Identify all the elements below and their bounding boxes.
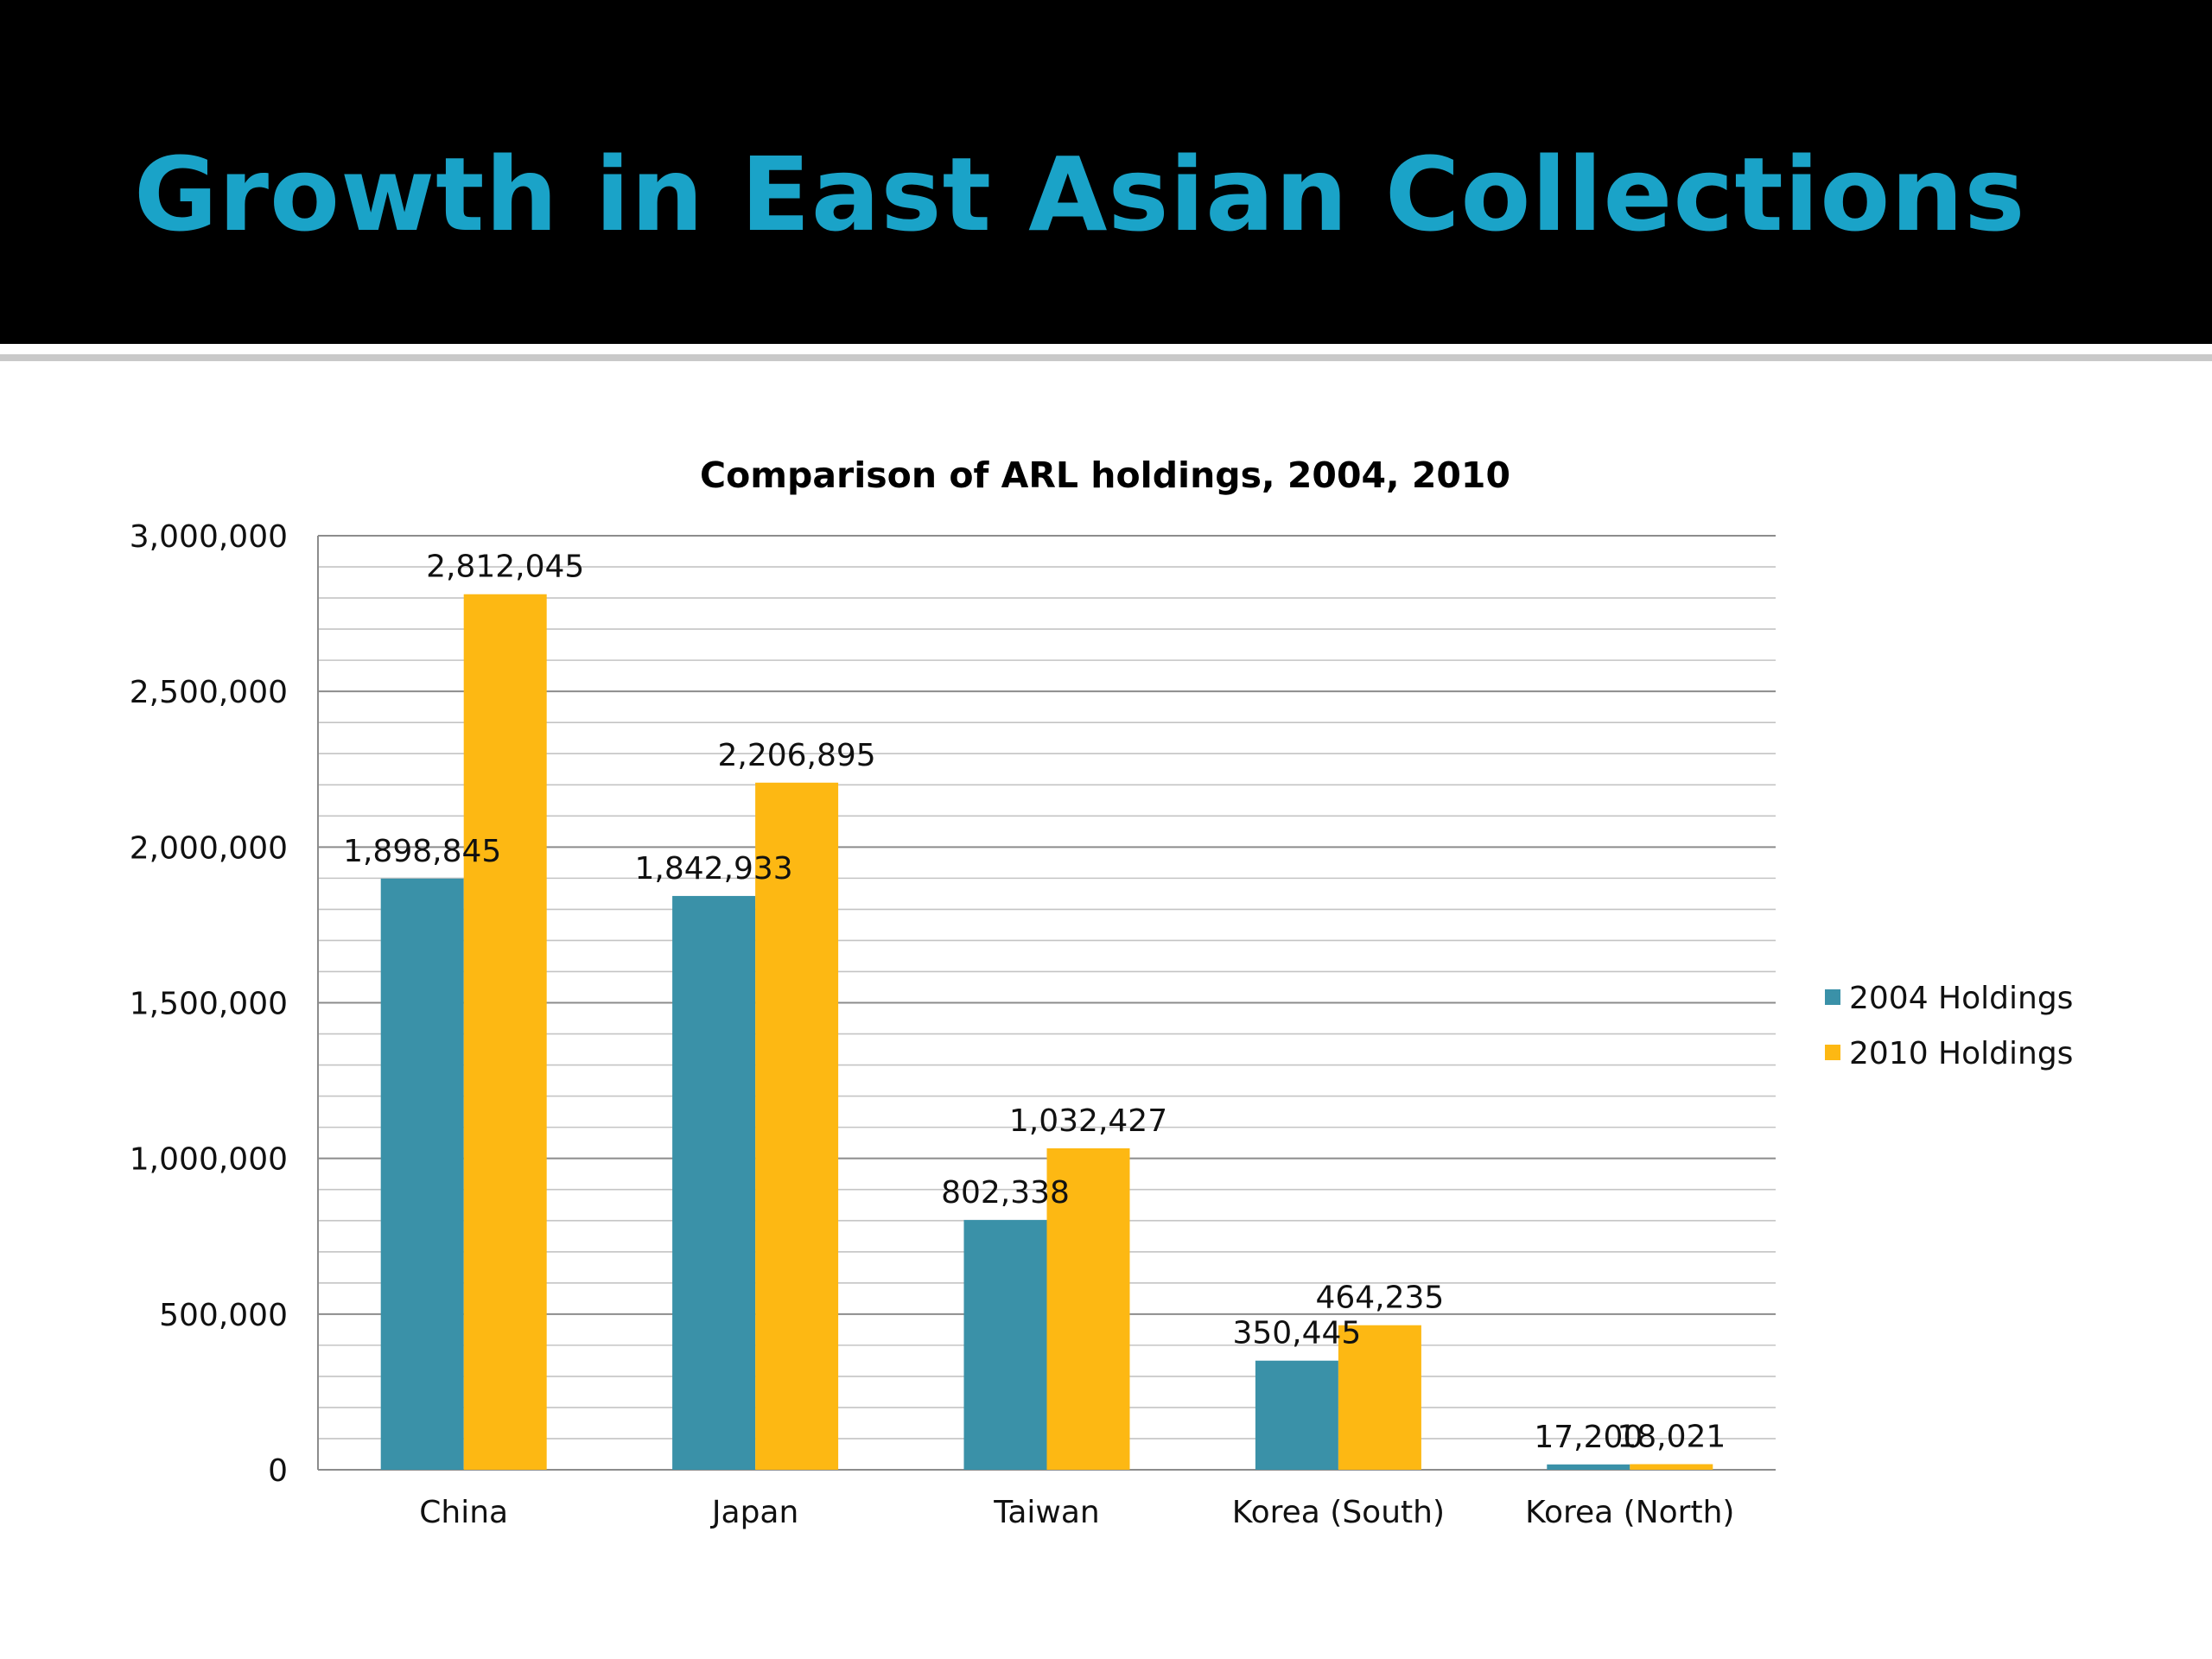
bars [380,594,1713,1470]
x-category-label: Korea (North) [1525,1495,1734,1530]
legend: 2004 Holdings 2010 Holdings [1825,981,2073,1071]
bar-2004 [1547,1464,1630,1470]
data-label: 802,338 [941,1175,1070,1211]
header-divider-shadow [0,354,2212,361]
slide-title: Growth in East Asian Collections [134,135,2026,254]
legend-label: 2004 Holdings [1849,981,2073,1016]
bar-2004 [672,895,756,1470]
legend-label: 2010 Holdings [1849,1036,2073,1071]
data-label: 17,200 [1534,1420,1643,1455]
bar-2010 [463,594,547,1470]
chart-title: Comparison of ARL holdings, 2004, 2010 [700,454,1510,496]
y-tick-label: 0 [268,1453,288,1489]
data-label: 1,842,933 [634,851,792,887]
y-tick-label: 500,000 [159,1298,288,1333]
x-category-label: China [419,1495,508,1530]
y-tick-label: 3,000,000 [130,519,288,555]
bar-2004 [1255,1360,1338,1470]
data-label: 1,032,427 [1009,1103,1167,1139]
data-label: 2,812,045 [426,550,584,585]
y-tick-label: 2,000,000 [130,830,288,866]
data-labels: 1,898,845 2,812,045 1,842,933 2,206,895 802,… [343,550,1726,1455]
data-label: 2,206,895 [717,738,875,773]
bar-2010 [1338,1325,1421,1470]
x-category-label: Taiwan [993,1495,1099,1530]
data-label: 1,898,845 [343,834,501,869]
bar-2004 [380,878,464,1470]
x-category-label: Japan [710,1495,798,1530]
bar-2010 [755,782,839,1470]
y-tick-label: 1,500,000 [130,987,288,1022]
data-label: 18,021 [1617,1420,1726,1455]
bar-2010 [1046,1147,1130,1470]
legend-swatch [1825,1045,1840,1060]
y-tick-label: 1,000,000 [130,1142,288,1178]
bar-2010 [1630,1464,1713,1470]
header-divider [0,344,2212,349]
axes: 0 500,000 1,000,000 1,500,000 2,000,000 2,500… [130,519,1776,1530]
x-category-label: Korea (South) [1232,1495,1445,1530]
data-label: 350,445 [1232,1316,1361,1351]
y-tick-label: 2,500,000 [130,675,288,710]
bar-2004 [963,1219,1047,1470]
data-label: 464,235 [1315,1281,1444,1316]
legend-swatch [1825,989,1840,1005]
slide-header [0,0,2212,344]
